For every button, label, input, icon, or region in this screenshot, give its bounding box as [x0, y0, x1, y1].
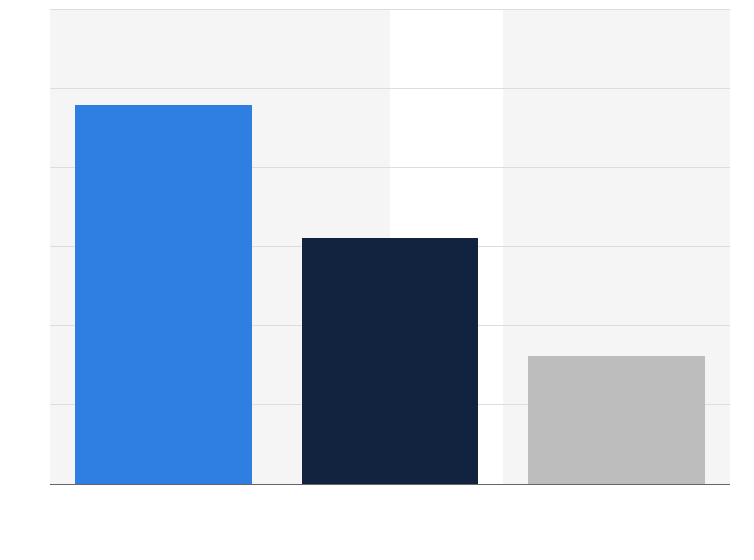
bar — [528, 356, 705, 484]
bar — [302, 238, 479, 484]
bar-slot — [50, 10, 277, 484]
bars-group — [50, 10, 730, 484]
bar — [75, 105, 252, 484]
bar-chart — [0, 0, 754, 560]
plot-area — [50, 10, 730, 485]
bar-slot — [503, 10, 730, 484]
bar-slot — [277, 10, 504, 484]
